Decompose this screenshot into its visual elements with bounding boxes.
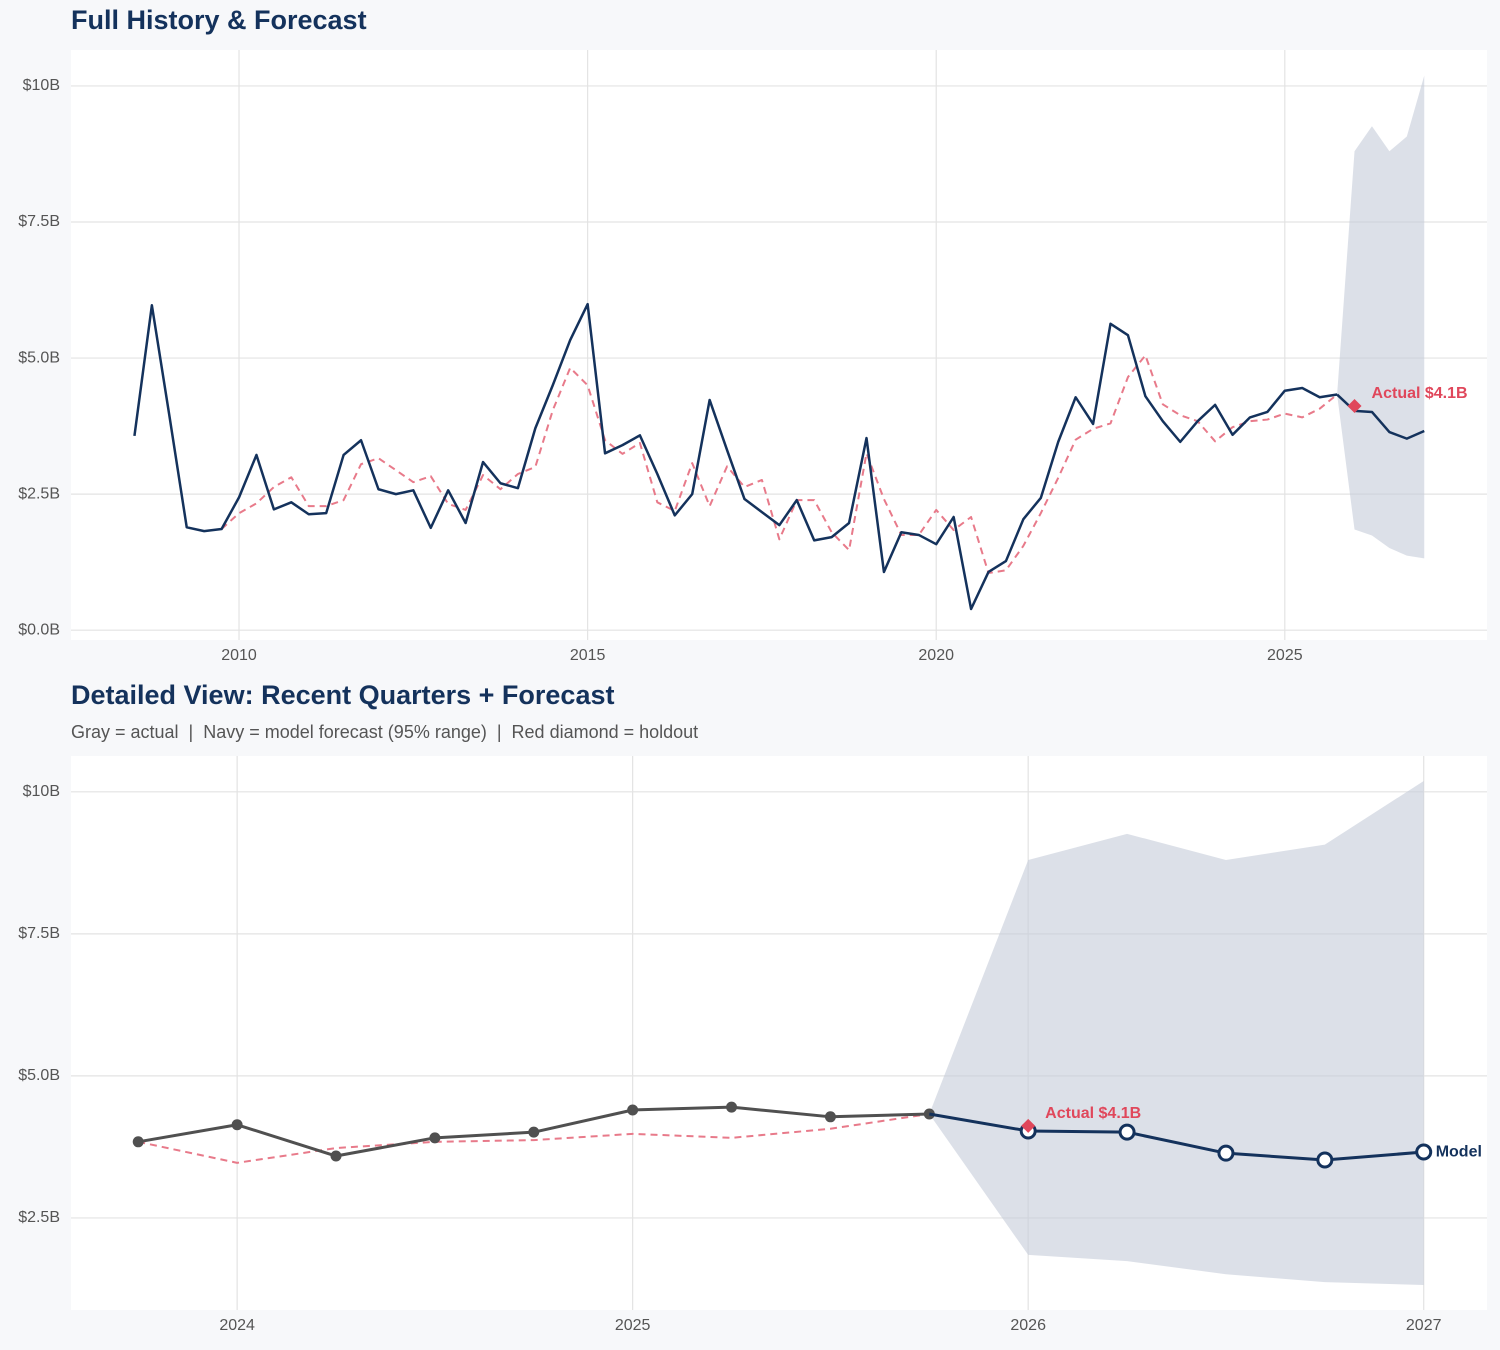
y-tick-label: $2.5B <box>18 485 60 502</box>
y-tick-label: $7.5B <box>18 925 60 942</box>
holdout-marker <box>1347 398 1362 413</box>
series-line <box>929 1112 1424 1162</box>
x-tick-label: 2020 <box>918 647 954 664</box>
y-tick-label: $5.0B <box>18 1067 60 1084</box>
holdout-label: Actual $4.1B <box>1372 385 1468 402</box>
point <box>1118 1123 1136 1141</box>
series-line <box>138 1112 930 1164</box>
y-tick-label: $0.0B <box>18 621 60 638</box>
x-tick-label: 2010 <box>221 647 257 664</box>
y-tick-label: $2.5B <box>18 1209 60 1226</box>
x-tick-label: 2024 <box>219 1317 255 1334</box>
series-line <box>220 354 1338 575</box>
y-tick-label: $7.5B <box>18 213 60 230</box>
point <box>627 1104 639 1116</box>
point <box>824 1111 836 1123</box>
chart-title: Detailed View: Recent Quarters + Forecas… <box>71 680 614 710</box>
y-tick-label: $10B <box>23 783 60 800</box>
x-tick-label: 2015 <box>570 647 606 664</box>
holdout-label: Actual $4.1B <box>1045 1105 1141 1122</box>
chart-subtitle: Gray = actual | Navy = model forecast (9… <box>71 722 698 742</box>
point <box>528 1126 540 1138</box>
y-tick-label: $10B <box>23 77 60 94</box>
point <box>1316 1151 1334 1169</box>
holdout-marker <box>1021 1118 1036 1133</box>
point <box>1217 1144 1235 1162</box>
x-tick-label: 2025 <box>1267 647 1303 664</box>
point <box>429 1132 441 1144</box>
x-tick-label: 2025 <box>615 1317 651 1334</box>
series-line <box>133 302 1338 611</box>
point <box>1415 1143 1433 1161</box>
series-end-label: Model <box>1436 1143 1482 1160</box>
point <box>726 1101 738 1113</box>
chart-title: Full History & Forecast <box>71 5 367 35</box>
x-tick-label: 2027 <box>1406 1317 1442 1334</box>
y-tick-label: $5.0B <box>18 349 60 366</box>
x-tick-label: 2026 <box>1010 1317 1046 1334</box>
plot-area <box>71 50 1487 640</box>
point <box>132 1136 144 1148</box>
point <box>231 1119 243 1131</box>
point <box>330 1150 342 1162</box>
